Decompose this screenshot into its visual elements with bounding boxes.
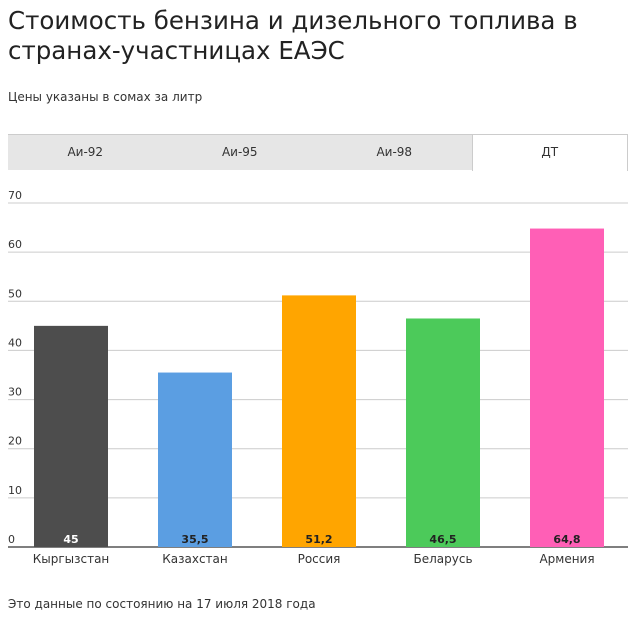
tab-diesel[interactable]: ДТ — [471, 134, 628, 171]
y-tick-label: 60 — [8, 238, 22, 251]
bar-chart: 0 10 20 30 40 50 60 70 45 Кыргызстан 35,5 Казахстан… — [8, 189, 628, 566]
bar — [406, 318, 480, 547]
y-tick-label: 0 — [8, 533, 15, 546]
data-label: 35,5 — [181, 533, 208, 546]
data-label: 64,8 — [553, 533, 580, 546]
chart-subtitle: Цены указаны в сомах за литр — [8, 90, 203, 104]
bar — [34, 325, 108, 547]
data-label: 46,5 — [429, 533, 456, 546]
tab-ai-98[interactable]: Аи-98 — [376, 145, 413, 159]
chart-title: Стоимость бензина и дизельного топлива в… — [8, 6, 578, 65]
y-tick-label: 10 — [8, 484, 22, 497]
y-tick-label: 30 — [8, 386, 22, 399]
x-tick-label: Кыргызстан — [33, 552, 110, 566]
tab-ai-92[interactable]: Аи-92 — [67, 145, 104, 159]
tab-ai-95[interactable]: Аи-95 — [221, 145, 258, 159]
x-tick-label: Армения — [539, 552, 594, 566]
fuel-type-tabs: Аи-92 Аи-95 Аи-98 ДТ — [8, 134, 628, 171]
bar — [530, 228, 604, 547]
data-label: 45 — [63, 533, 78, 546]
footnote: Это данные по состоянию на 17 июля 2018 … — [8, 597, 316, 611]
x-tick-label: Беларусь — [413, 552, 472, 566]
bar — [158, 372, 232, 547]
data-label: 51,2 — [305, 533, 332, 546]
y-tick-label: 70 — [8, 189, 22, 202]
y-tick-label: 50 — [8, 287, 22, 300]
y-tick-label: 40 — [8, 336, 22, 349]
y-tick-label: 20 — [8, 435, 22, 448]
bar — [282, 295, 356, 547]
x-tick-label: Россия — [298, 552, 341, 566]
x-tick-label: Казахстан — [162, 552, 228, 566]
